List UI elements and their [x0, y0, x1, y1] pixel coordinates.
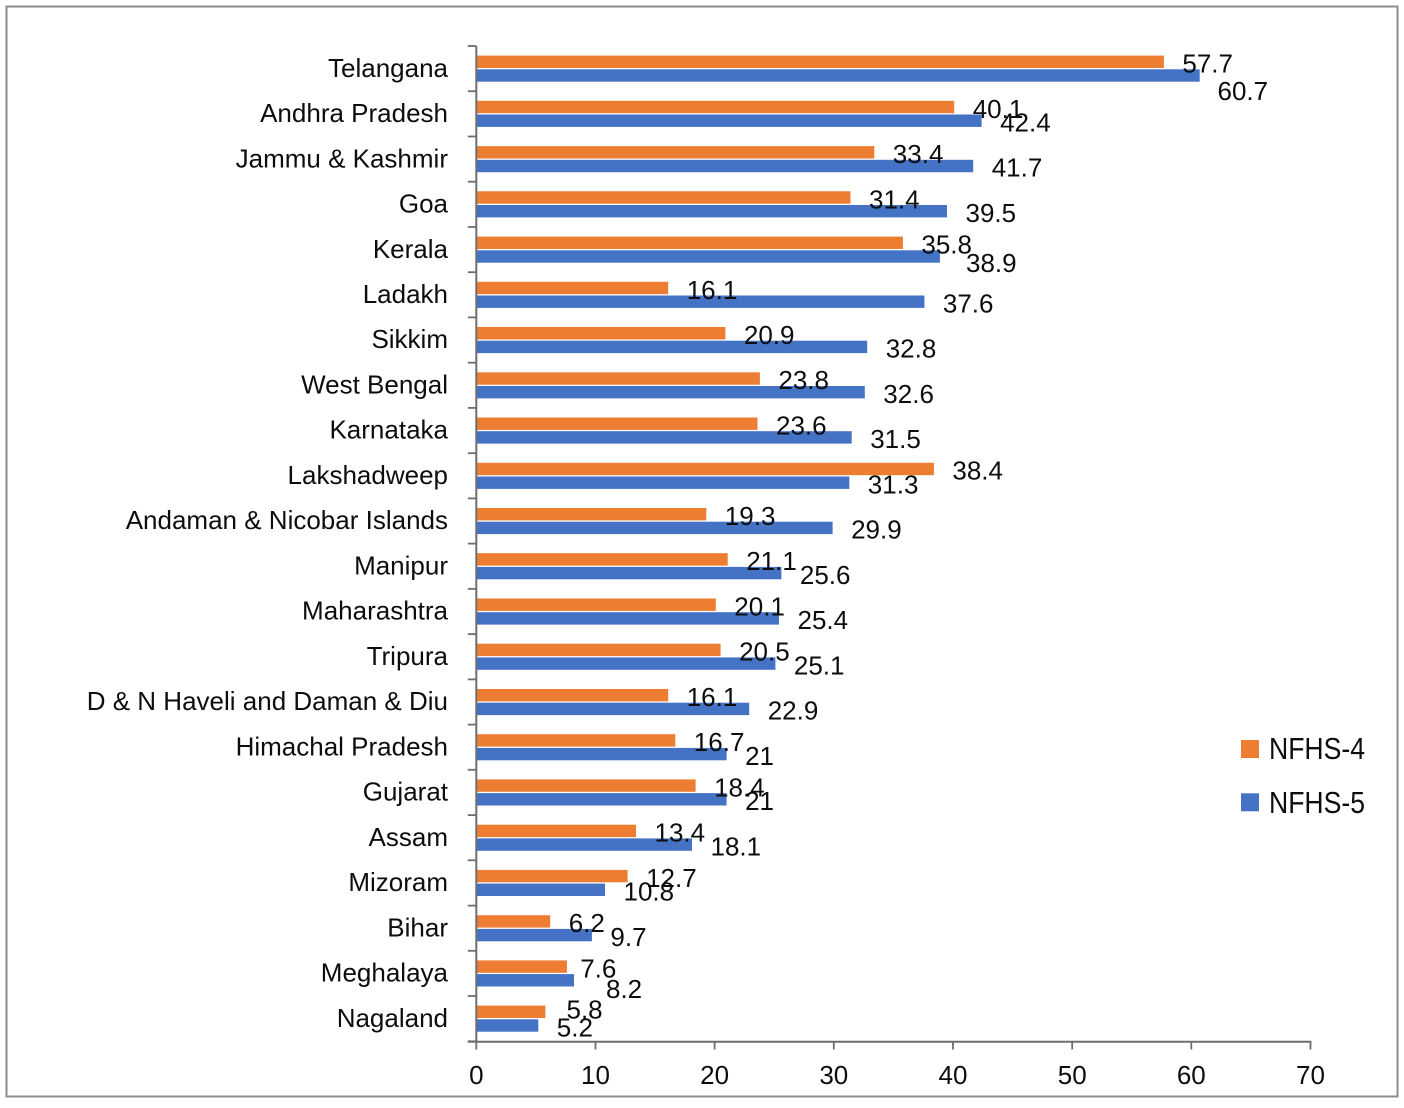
svg-text:23.8: 23.8 [778, 365, 829, 395]
svg-text:31.3: 31.3 [868, 469, 919, 499]
svg-text:Tripura: Tripura [367, 641, 449, 671]
svg-text:10: 10 [581, 1060, 610, 1090]
svg-text:Ladakh: Ladakh [363, 279, 448, 309]
svg-text:31.4: 31.4 [869, 184, 920, 214]
svg-text:13.4: 13.4 [655, 818, 706, 848]
svg-text:18.4: 18.4 [714, 772, 765, 802]
svg-text:Sikkim: Sikkim [371, 324, 448, 354]
svg-text:Assam: Assam [369, 822, 448, 852]
svg-text:5.2: 5.2 [557, 1012, 593, 1042]
svg-text:Manipur: Manipur [354, 551, 448, 581]
svg-text:NFHS-4: NFHS-4 [1269, 731, 1365, 766]
svg-text:16.1: 16.1 [687, 682, 738, 712]
svg-text:40: 40 [939, 1060, 968, 1090]
svg-text:33.4: 33.4 [893, 139, 944, 169]
svg-text:5.8: 5.8 [567, 995, 603, 1025]
svg-text:42.4: 42.4 [1000, 108, 1051, 138]
svg-text:7.6: 7.6 [580, 954, 616, 984]
svg-text:8.2: 8.2 [606, 974, 642, 1004]
svg-text:29.9: 29.9 [851, 515, 902, 545]
svg-text:16.7: 16.7 [694, 727, 745, 757]
svg-text:22.9: 22.9 [768, 696, 819, 726]
svg-text:West Bengal: West Bengal [301, 370, 448, 400]
svg-text:30: 30 [819, 1060, 848, 1090]
svg-text:21: 21 [745, 786, 774, 816]
svg-text:6.2: 6.2 [569, 908, 605, 938]
svg-text:60: 60 [1177, 1060, 1206, 1090]
svg-text:Andhra Pradesh: Andhra Pradesh [260, 98, 448, 128]
svg-text:40.1: 40.1 [973, 94, 1024, 124]
svg-text:10.8: 10.8 [624, 877, 675, 907]
svg-text:Nagaland: Nagaland [337, 1003, 448, 1033]
svg-text:0: 0 [469, 1060, 483, 1090]
svg-text:25.4: 25.4 [798, 605, 849, 635]
svg-text:9.7: 9.7 [610, 922, 646, 952]
svg-text:38.9: 38.9 [966, 248, 1017, 278]
svg-text:D & N Haveli and Daman & Diu: D & N Haveli and Daman & Diu [87, 686, 448, 716]
svg-text:Maharashtra: Maharashtra [302, 596, 448, 626]
svg-text:Jammu & Kashmir: Jammu & Kashmir [236, 143, 449, 173]
svg-text:70: 70 [1296, 1060, 1325, 1090]
svg-text:25.6: 25.6 [800, 560, 851, 590]
svg-text:16.1: 16.1 [687, 275, 738, 305]
svg-text:31.5: 31.5 [870, 424, 921, 454]
svg-text:35.8: 35.8 [921, 230, 972, 260]
svg-text:20.1: 20.1 [734, 591, 785, 621]
svg-text:Gujarat: Gujarat [363, 777, 449, 807]
svg-text:32.8: 32.8 [886, 334, 937, 364]
svg-text:Meghalaya: Meghalaya [321, 958, 449, 988]
svg-text:57.7: 57.7 [1182, 49, 1233, 79]
svg-text:50: 50 [1058, 1060, 1087, 1090]
svg-text:12.7: 12.7 [646, 863, 697, 893]
svg-text:19.3: 19.3 [725, 501, 776, 531]
svg-text:25.1: 25.1 [794, 650, 845, 680]
svg-text:38.4: 38.4 [952, 456, 1003, 486]
svg-text:37.6: 37.6 [943, 289, 994, 319]
svg-text:60.7: 60.7 [1218, 76, 1269, 106]
svg-text:Goa: Goa [399, 189, 449, 219]
svg-text:Kerala: Kerala [373, 234, 449, 264]
svg-text:20.5: 20.5 [739, 637, 790, 667]
svg-text:Mizoram: Mizoram [348, 867, 448, 897]
svg-text:21: 21 [745, 741, 774, 771]
svg-text:20: 20 [700, 1060, 729, 1090]
svg-text:Himachal Pradesh: Himachal Pradesh [236, 731, 448, 761]
svg-text:21.1: 21.1 [746, 546, 797, 576]
svg-text:41.7: 41.7 [992, 153, 1043, 183]
svg-text:Andaman & Nicobar Islands: Andaman & Nicobar Islands [126, 505, 448, 535]
svg-text:Telangana: Telangana [328, 53, 449, 83]
svg-text:NFHS-5: NFHS-5 [1269, 785, 1365, 820]
svg-text:Lakshadweep: Lakshadweep [288, 460, 448, 490]
svg-text:23.6: 23.6 [776, 411, 827, 441]
svg-text:Bihar: Bihar [387, 912, 448, 942]
svg-text:18.1: 18.1 [711, 831, 762, 861]
svg-text:32.6: 32.6 [883, 379, 934, 409]
svg-text:20.9: 20.9 [744, 320, 795, 350]
svg-text:Karnataka: Karnataka [329, 415, 448, 445]
svg-text:39.5: 39.5 [966, 198, 1017, 228]
